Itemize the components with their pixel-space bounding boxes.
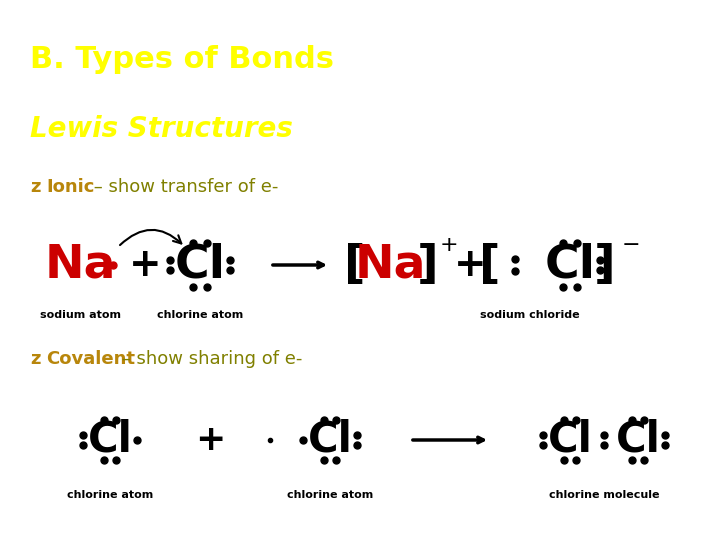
Text: B. Types of Bonds: B. Types of Bonds (30, 45, 334, 74)
Text: Cl: Cl (544, 242, 595, 287)
Text: z: z (30, 178, 40, 196)
Text: ]: ] (417, 242, 438, 287)
Text: – show sharing of e-: – show sharing of e- (116, 350, 302, 368)
Text: – show transfer of e-: – show transfer of e- (88, 178, 279, 196)
FancyArrowPatch shape (120, 230, 181, 245)
Text: −: − (622, 235, 641, 255)
Text: [: [ (480, 242, 500, 287)
Text: Cl: Cl (88, 419, 132, 461)
Text: ]: ] (594, 242, 616, 287)
Text: +: + (454, 246, 486, 284)
Text: Cl: Cl (307, 419, 352, 461)
Text: chlorine atom: chlorine atom (157, 310, 243, 320)
Text: Lewis Structures: Lewis Structures (30, 115, 293, 143)
Text: +: + (195, 423, 225, 457)
Text: sodium chloride: sodium chloride (480, 310, 580, 320)
Text: [: [ (344, 242, 366, 287)
Text: chlorine atom: chlorine atom (67, 490, 153, 500)
Text: Cl: Cl (548, 419, 593, 461)
Text: chlorine molecule: chlorine molecule (549, 490, 660, 500)
Text: +: + (440, 235, 459, 255)
Text: z: z (30, 350, 40, 368)
Text: sodium atom: sodium atom (40, 310, 120, 320)
Text: Covalent: Covalent (46, 350, 135, 368)
Text: chlorine atom: chlorine atom (287, 490, 373, 500)
Text: Na: Na (44, 242, 116, 287)
Text: +: + (129, 246, 161, 284)
Text: Ionic: Ionic (46, 178, 94, 196)
Text: Cl: Cl (616, 419, 660, 461)
Text: Cl: Cl (174, 242, 225, 287)
Text: Na: Na (354, 242, 426, 287)
